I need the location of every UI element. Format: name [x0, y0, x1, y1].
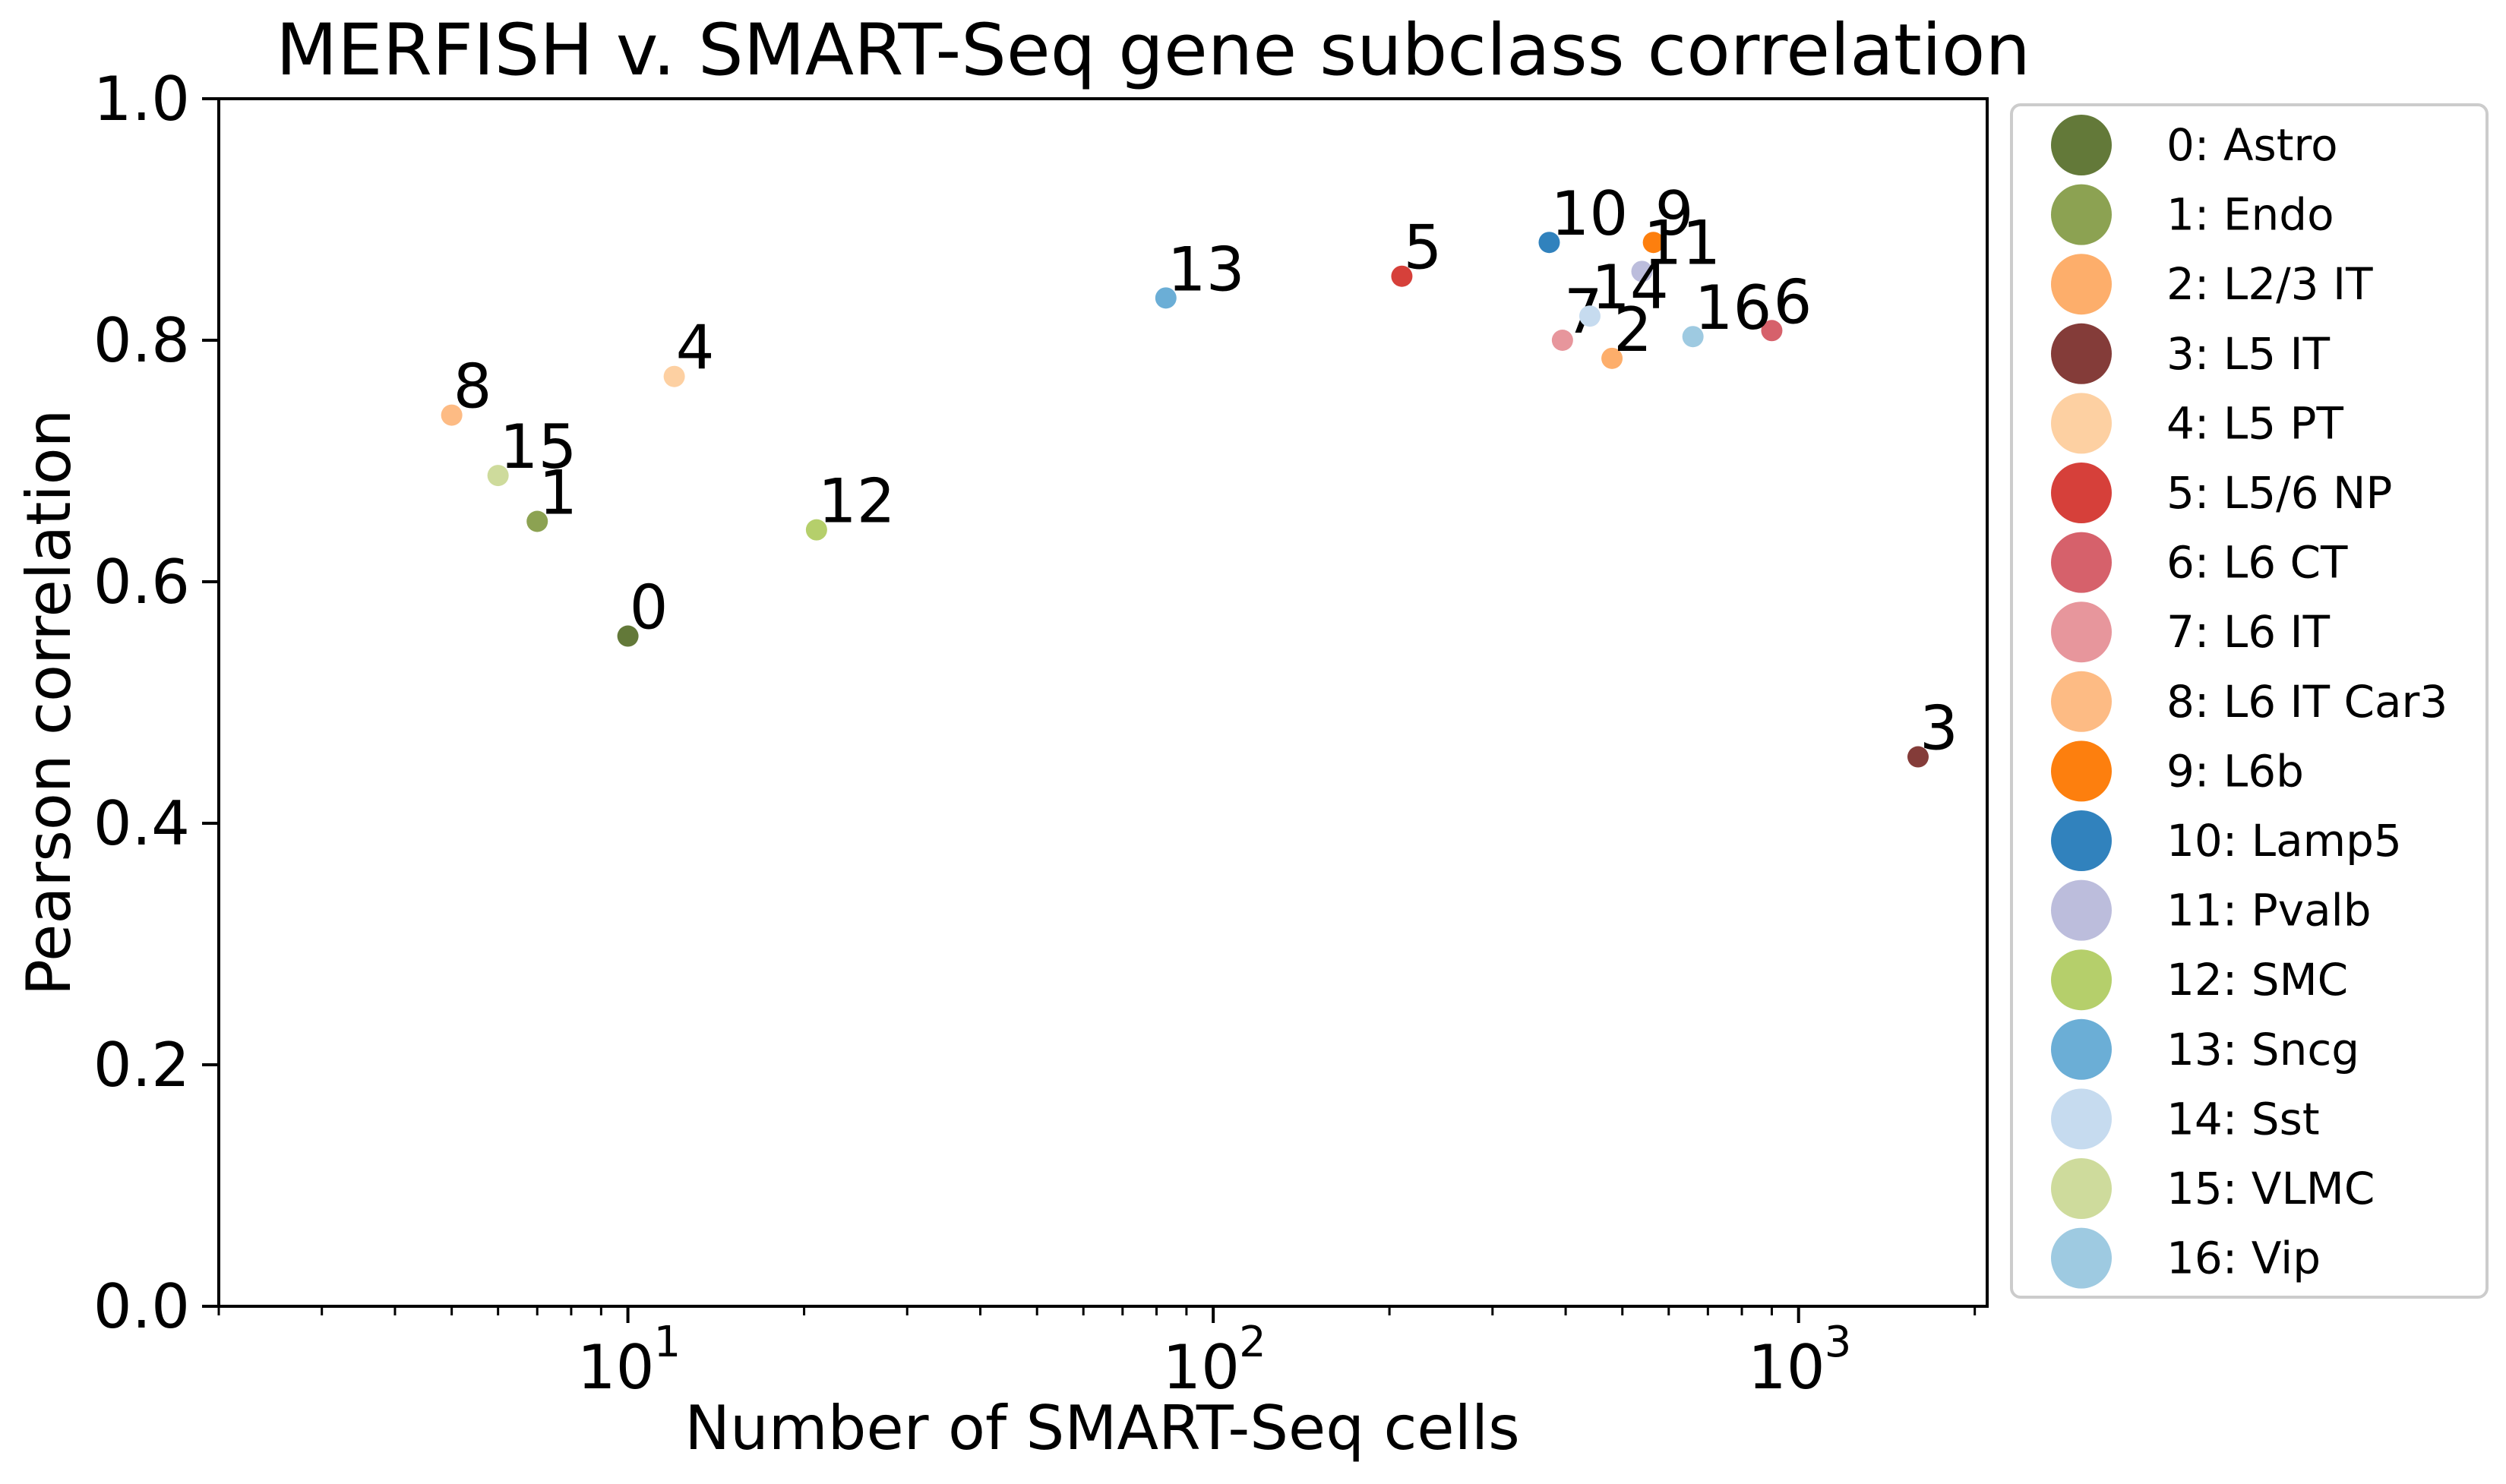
plot-frame [217, 97, 1989, 1308]
legend-marker-1 [2051, 184, 2112, 245]
data-point-10 [1538, 232, 1560, 254]
legend-entry-12: 12: SMC [2166, 954, 2348, 1006]
legend-entry-5: 5: L5/6 NP [2166, 467, 2392, 519]
legend-entry-9: 9: L6b [2166, 745, 2304, 797]
data-point-13 [1155, 287, 1177, 309]
legend-marker-0 [2051, 115, 2112, 175]
legend-marker-5 [2051, 463, 2112, 523]
x-tick-exponent: 2 [1239, 1318, 1266, 1367]
point-label-13: 13 [1168, 234, 1245, 305]
y-tick-label: 1.0 [93, 64, 190, 134]
data-point-6 [1761, 320, 1783, 342]
x-tick-exponent: 1 [654, 1318, 681, 1367]
legend-marker-13 [2051, 1018, 2112, 1080]
x-axis-label: Number of SMART-Seq cells [684, 1393, 1520, 1463]
legend-marker-3 [2051, 323, 2112, 384]
data-point-16 [1682, 326, 1704, 348]
y-axis: 0.0 0.2 0.4 0.6 0.8 1.0 [93, 64, 219, 1342]
legend-entry-10: 10: Lamp5 [2166, 815, 2402, 867]
legend-marker-7 [2051, 601, 2112, 663]
legend-marker-11 [2051, 879, 2112, 941]
data-point-5 [1391, 265, 1413, 287]
legend-entry-14: 14: Sst [2166, 1093, 2320, 1145]
legend-marker-12 [2051, 949, 2112, 1011]
legend-entry-4: 4: L5 PT [2166, 397, 2344, 449]
y-tick-label: 0.2 [93, 1030, 190, 1100]
y-tick-label: 0.0 [93, 1271, 190, 1342]
legend-marker-6 [2051, 532, 2112, 593]
legend-marker-9 [2051, 740, 2112, 802]
data-point-12 [805, 519, 827, 541]
point-label-1: 1 [539, 458, 577, 529]
legend-entry-15: 15: VLMC [2166, 1163, 2375, 1214]
legend-marker-2 [2051, 254, 2112, 315]
legend-entry-8: 8: L6 IT Car3 [2166, 676, 2448, 728]
legend: 0: Astro 1: Endo 2: L2/3 IT 3: L5 IT 4: L5 P… [2010, 103, 2489, 1299]
legend-entry-2: 2: L2/3 IT [2166, 258, 2373, 310]
chart-title: MERFISH v. SMART-Seq gene subclass corre… [276, 9, 2030, 92]
x-tick-label: 10 [1162, 1332, 1240, 1403]
legend-marker-4 [2051, 393, 2112, 454]
point-label-0: 0 [630, 573, 668, 643]
point-label-11: 11 [1644, 207, 1721, 278]
legend-marker-10 [2051, 810, 2112, 871]
point-label-4: 4 [676, 313, 715, 384]
point-label-2: 2 [1613, 295, 1652, 365]
data-point-0 [617, 625, 639, 647]
point-label-6: 6 [1773, 267, 1812, 337]
legend-marker-14 [2051, 1088, 2112, 1150]
x-tick-label: 10 [577, 1332, 655, 1403]
point-label-5: 5 [1403, 213, 1442, 283]
data-point-11 [1631, 260, 1653, 283]
data-point-9 [1642, 232, 1664, 254]
x-tick-label: 10 [1748, 1332, 1825, 1403]
data-point-7 [1551, 330, 1573, 351]
legend-entry-16: 16: Vip [2166, 1233, 2321, 1284]
legend-entry-11: 11: Pvalb [2166, 885, 2372, 936]
point-label-16: 16 [1695, 273, 1772, 343]
data-point-8 [441, 404, 463, 426]
point-label-12: 12 [818, 466, 896, 537]
legend-entry-7: 7: L6 IT [2166, 606, 2331, 658]
y-tick-label: 0.6 [93, 547, 190, 617]
point-label-3: 3 [1920, 693, 1958, 764]
legend-entry-3: 3: L5 IT [2166, 328, 2331, 380]
legend-frame [2010, 103, 2489, 1299]
x-axis: 10 1 10 2 10 3 [217, 1306, 1977, 1403]
y-tick-label: 0.8 [93, 305, 190, 376]
legend-marker-8 [2051, 671, 2112, 732]
data-point-2 [1601, 347, 1623, 369]
data-point-14 [1578, 305, 1601, 327]
y-axis-label: Pearson correlation [14, 409, 84, 996]
data-point-15 [487, 465, 509, 487]
legend-entry-13: 13: Sncg [2166, 1024, 2359, 1075]
legend-entry-6: 6: L6 CT [2166, 537, 2348, 589]
y-tick-label: 0.4 [93, 788, 190, 859]
point-label-10: 10 [1550, 178, 1628, 249]
data-point-1 [526, 510, 548, 532]
point-label-14: 14 [1591, 252, 1669, 323]
plot-area: 012345678910111213141516 [441, 178, 1958, 768]
legend-entry-1: 1: Endo [2166, 189, 2334, 241]
x-tick-exponent: 3 [1825, 1318, 1852, 1367]
legend-entry-0: 0: Astro [2166, 119, 2338, 171]
data-point-4 [663, 365, 685, 387]
point-label-8: 8 [453, 352, 492, 422]
legend-marker-15 [2051, 1158, 2112, 1219]
point-label-9: 9 [1655, 178, 1694, 249]
data-point-3 [1907, 746, 1929, 768]
point-label-15: 15 [500, 412, 577, 482]
legend-marker-16 [2051, 1227, 2112, 1289]
